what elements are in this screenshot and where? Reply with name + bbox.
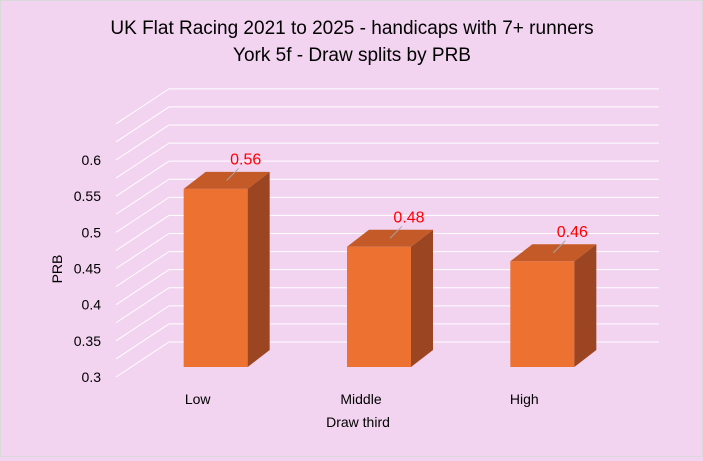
y-tick-label: 0.5 [82,224,102,240]
data-label-leader [552,240,566,254]
y-tick-label: 0.3 [82,369,102,385]
gridline [115,196,659,233]
gridline [115,341,659,378]
gridline [115,251,659,288]
gridline [115,124,659,161]
gridline [115,88,659,125]
bar-low [183,171,270,367]
y-axis-title: PRB [49,255,65,284]
bars [183,171,597,367]
bar-high [510,244,597,367]
x-axis-ticks: Low Middle High [185,391,539,407]
x-tick-label: High [510,391,539,407]
y-tick-label: 0.4 [82,297,102,313]
data-label: 0.46 [557,224,588,241]
gridline [115,142,659,179]
bar-side [247,171,270,367]
x-tick-label: Middle [340,391,381,407]
data-label-leader [226,168,240,181]
data-label: 0.56 [230,151,261,168]
chart-title-line2: York 5f - Draw splits by PRB [233,45,471,66]
gridline [115,287,659,324]
bar-front [347,246,411,367]
y-tick-label: 0.45 [74,261,101,277]
y-tick-label: 0.35 [74,333,101,349]
gridline [115,305,659,342]
x-axis-title: Draw third [326,414,390,430]
gridline [115,106,659,143]
bar-front [183,188,248,367]
gridlines [115,88,659,378]
gridline [115,269,659,306]
y-tick-label: 0.6 [82,152,102,168]
data-labels: 0.56 0.48 0.46 [226,151,588,254]
gridline [115,178,659,215]
bar-top [183,171,270,189]
gridline [115,323,659,360]
bar-front [510,261,575,367]
bar-middle [347,229,433,367]
x-tick-label: Low [185,391,212,407]
gridline [115,233,659,269]
data-label-leader [389,225,403,239]
bar-side [574,244,597,367]
y-tick-label: 0.55 [74,188,101,204]
gridline [115,214,659,251]
gridline [115,160,659,197]
chart-title-line1: UK Flat Racing 2021 to 2025 - handicaps … [110,18,593,39]
bar-side [411,229,433,367]
y-axis-ticks: 0.3 0.35 0.4 0.45 0.5 0.55 0.6 [74,152,101,385]
data-label: 0.48 [393,209,424,226]
